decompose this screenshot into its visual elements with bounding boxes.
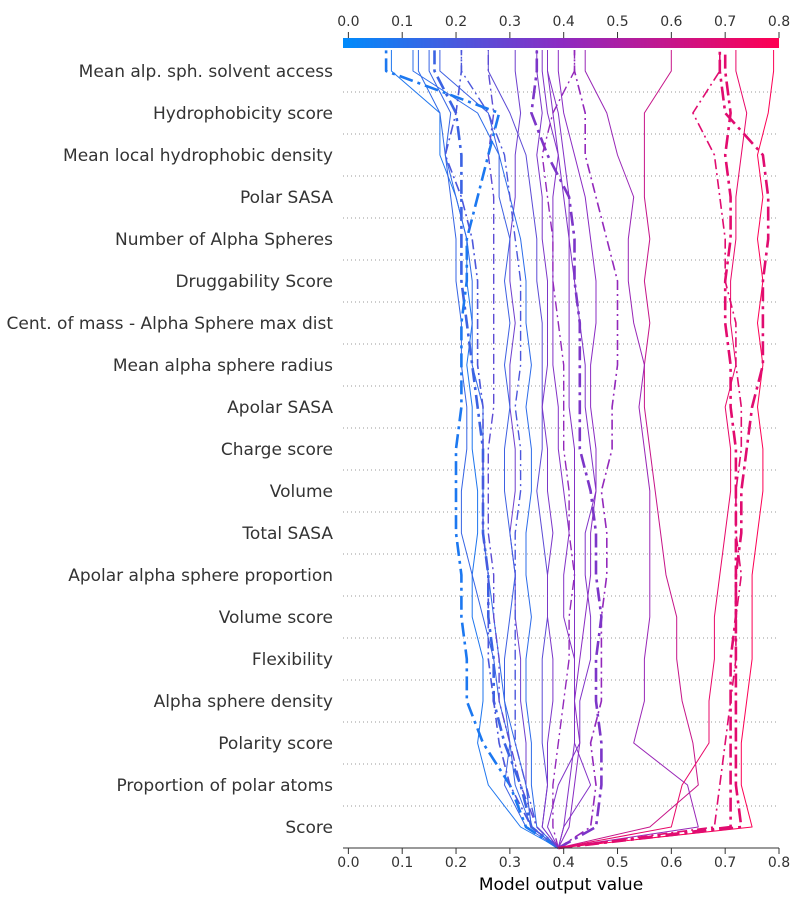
decision-line-21 [558, 50, 699, 849]
feature-label-apolar-alpha-sphere-proportion: Apolar alpha sphere proportion [68, 566, 333, 586]
decision-line-3 [390, 50, 559, 849]
feature-label-volume: Volume [270, 482, 333, 502]
bottom-tick-label: 0.8 [768, 855, 790, 871]
top-tick-label: 0.1 [391, 14, 413, 30]
decision-line-9 [487, 50, 559, 849]
bottom-tick-label: 0.5 [606, 855, 628, 871]
top-tick-label: 0.5 [606, 14, 628, 30]
bottom-tick-label: 0.4 [553, 855, 575, 871]
decision-line-10 [433, 50, 560, 850]
decision-line-22 [558, 50, 699, 849]
feature-label-druggability-score: Druggability Score [175, 272, 333, 292]
colorbar [343, 38, 779, 48]
feature-label-apolar-sasa: Apolar SASA [227, 398, 333, 418]
top-tick-label: 0.6 [660, 14, 682, 30]
feature-label-mean-alpha-sphere-radius: Mean alpha sphere radius [113, 356, 333, 376]
decision-line-26 [558, 50, 770, 850]
decision-line-6 [487, 50, 559, 849]
feature-label-flexibility: Flexibility [252, 650, 333, 670]
decision-line-2 [439, 50, 559, 849]
bottom-tick-label: 0.3 [499, 855, 521, 871]
bottom-tick-label: 0.2 [445, 855, 467, 871]
decision-line-5 [428, 50, 559, 849]
decision-line-27 [558, 50, 743, 849]
decision-line-1 [509, 50, 559, 849]
feature-label-volume-score: Volume score [219, 608, 333, 628]
top-tick-label: 0.8 [768, 14, 790, 30]
bottom-tick-label: 0.7 [714, 855, 736, 871]
decision-line-16 [557, 50, 597, 849]
top-tick-label: 0.3 [499, 14, 521, 30]
top-tick-label: 0.7 [714, 14, 736, 30]
decision-line-11 [384, 50, 560, 850]
decision-line-19 [541, 50, 576, 849]
bottom-axis: Model output value 0.0 0.1 0.2 0.3 0.4 0.5 0.6… [337, 847, 790, 895]
feature-label-charge-score: Charge score [221, 440, 333, 460]
feature-label-alpha-sphere-density: Alpha sphere density [154, 692, 333, 712]
feature-label-number-of-alpha-spheres: Number of Alpha Spheres [115, 230, 333, 250]
decision-line-24 [558, 50, 775, 849]
decision-line-13 [541, 50, 597, 849]
bottom-tick-label: 0.1 [391, 855, 413, 871]
decision-line-17 [557, 50, 619, 849]
decision-line-23 [558, 50, 748, 849]
feature-label-mean-local-hydrophobic-density: Mean local hydrophobic density [63, 146, 333, 166]
decision-lines [384, 50, 775, 850]
top-tick-label: 0.0 [337, 14, 359, 30]
decision-line-18 [530, 50, 603, 850]
x-axis-label: Model output value [479, 875, 643, 895]
feature-label-mean-alp-sph-solvent-access: Mean alp. sph. solvent access [79, 62, 333, 82]
decision-line-20 [547, 50, 575, 849]
feature-labels: Mean alp. sph. solvent access Hydrophobic… [6, 62, 333, 838]
top-tick-label: 0.4 [553, 14, 575, 30]
feature-label-score: Score [285, 818, 333, 838]
bottom-tick-label: 0.6 [660, 855, 682, 871]
feature-label-polarity-score: Polarity score [218, 734, 333, 754]
feature-label-cent-of-mass-alpha-sphere-max-dist: Cent. of mass - Alpha Sphere max dist [6, 314, 333, 334]
decision-line-15 [536, 50, 559, 849]
top-tick-label: 0.2 [445, 14, 467, 30]
bottom-tick-label: 0.0 [337, 855, 359, 871]
feature-label-total-sasa: Total SASA [241, 524, 333, 544]
decision-line-12 [444, 50, 559, 849]
decision-line-25 [558, 50, 743, 850]
feature-label-polar-sasa: Polar SASA [240, 188, 333, 208]
feature-label-hydrophobicity-score: Hydrophobicity score [153, 104, 333, 124]
top-axis: 0.0 0.1 0.2 0.3 0.4 0.5 0.6 0.7 0.8 [337, 14, 790, 48]
decision-line-4 [412, 50, 559, 849]
feature-label-proportion-of-polar-atoms: Proportion of polar atoms [116, 776, 333, 796]
